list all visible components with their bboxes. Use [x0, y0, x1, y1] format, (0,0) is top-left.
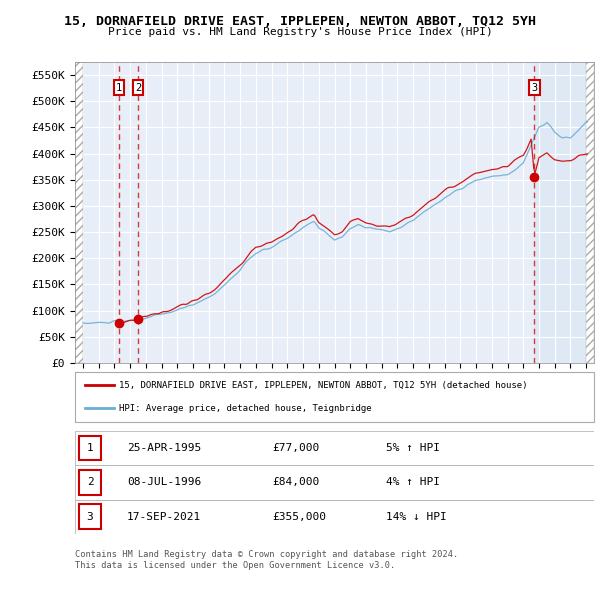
- Text: 3: 3: [531, 83, 538, 93]
- Text: 1: 1: [116, 83, 122, 93]
- Text: 4% ↑ HPI: 4% ↑ HPI: [386, 477, 440, 487]
- Polygon shape: [75, 62, 83, 363]
- Text: 15, DORNAFIELD DRIVE EAST, IPPLEPEN, NEWTON ABBOT, TQ12 5YH (detached house): 15, DORNAFIELD DRIVE EAST, IPPLEPEN, NEW…: [119, 381, 527, 390]
- FancyBboxPatch shape: [75, 500, 594, 534]
- FancyBboxPatch shape: [79, 470, 101, 494]
- Text: £355,000: £355,000: [272, 512, 326, 522]
- Text: 5% ↑ HPI: 5% ↑ HPI: [386, 443, 440, 453]
- Text: 1: 1: [86, 443, 94, 453]
- FancyBboxPatch shape: [75, 431, 594, 465]
- Text: 17-SEP-2021: 17-SEP-2021: [127, 512, 201, 522]
- Text: Price paid vs. HM Land Registry's House Price Index (HPI): Price paid vs. HM Land Registry's House …: [107, 27, 493, 37]
- Text: HPI: Average price, detached house, Teignbridge: HPI: Average price, detached house, Teig…: [119, 404, 372, 413]
- Text: 3: 3: [86, 512, 94, 522]
- Text: 14% ↓ HPI: 14% ↓ HPI: [386, 512, 447, 522]
- Text: 2: 2: [86, 477, 94, 487]
- Text: Contains HM Land Registry data © Crown copyright and database right 2024.: Contains HM Land Registry data © Crown c…: [75, 550, 458, 559]
- FancyBboxPatch shape: [75, 465, 594, 500]
- FancyBboxPatch shape: [75, 372, 594, 422]
- Text: This data is licensed under the Open Government Licence v3.0.: This data is licensed under the Open Gov…: [75, 560, 395, 569]
- Text: 08-JUL-1996: 08-JUL-1996: [127, 477, 201, 487]
- FancyBboxPatch shape: [79, 504, 101, 529]
- Text: 15, DORNAFIELD DRIVE EAST, IPPLEPEN, NEWTON ABBOT, TQ12 5YH: 15, DORNAFIELD DRIVE EAST, IPPLEPEN, NEW…: [64, 15, 536, 28]
- Bar: [535, 62, 586, 363]
- Text: £77,000: £77,000: [272, 443, 319, 453]
- Text: 2: 2: [135, 83, 142, 93]
- Polygon shape: [586, 62, 594, 363]
- Text: £84,000: £84,000: [272, 477, 319, 487]
- FancyBboxPatch shape: [79, 435, 101, 460]
- Text: 25-APR-1995: 25-APR-1995: [127, 443, 201, 453]
